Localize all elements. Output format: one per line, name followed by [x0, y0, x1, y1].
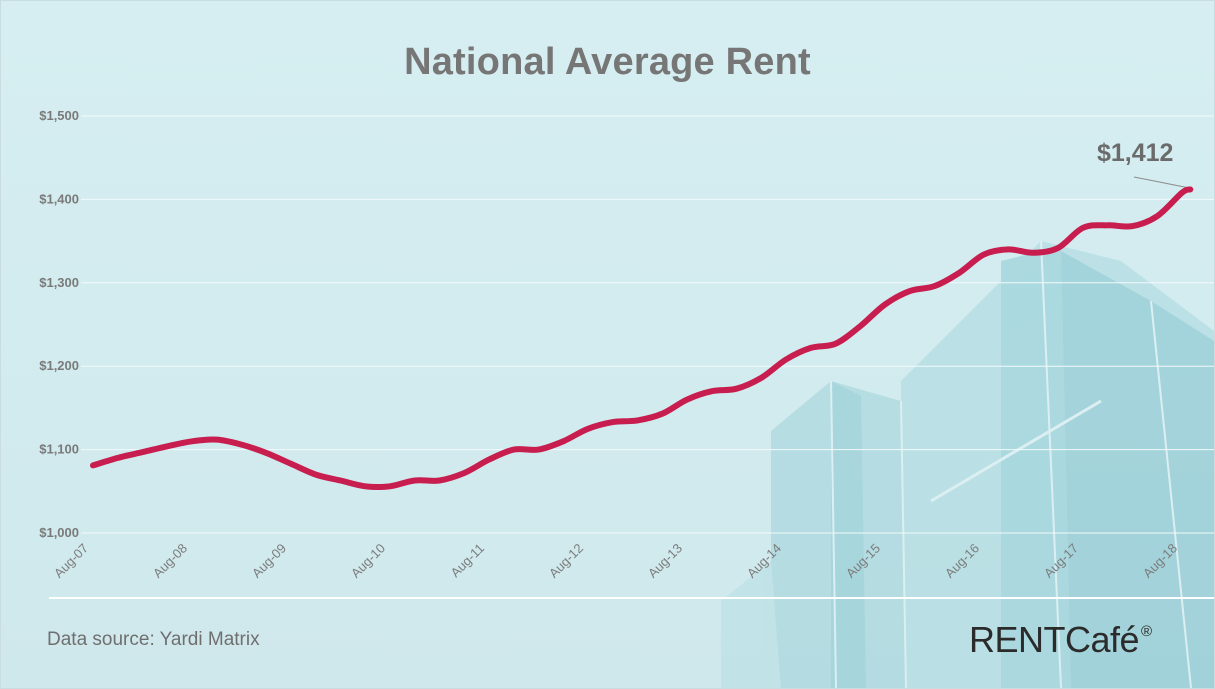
y-tick-label: $1,200: [39, 358, 79, 373]
x-tick-label: Aug-08: [150, 541, 190, 581]
annotation-leader-line: [1133, 176, 1187, 188]
x-tick-label: Aug-07: [51, 541, 91, 581]
y-tick-label: $1,000: [39, 525, 79, 540]
logo-text: RENTCafé: [969, 619, 1140, 660]
x-tick-label: Aug-11: [448, 541, 488, 581]
background-buildings: [721, 240, 1214, 688]
annotation-latest-value: $1,412: [1097, 139, 1174, 167]
chart-title: National Average Rent: [404, 41, 811, 83]
y-tick-label: $1,100: [39, 442, 79, 457]
y-tick-label: $1,300: [39, 275, 79, 290]
series-line-national-average-rent: [90, 186, 1194, 491]
x-tick-label: Aug-09: [249, 541, 289, 581]
x-tick-label: Aug-13: [645, 541, 685, 581]
gridlines: [81, 115, 1214, 534]
y-tick-label: $1,400: [39, 191, 79, 206]
data-source-note: Data source: Yardi Matrix: [47, 629, 260, 650]
logo-registered-mark: ®: [1141, 623, 1152, 640]
x-tick-label: Aug-10: [348, 541, 388, 581]
y-axis-ticks: $1,000 $1,100 $1,200 $1,300 $1,400 $1,500: [39, 108, 79, 540]
x-tick-label: Aug-12: [546, 541, 586, 581]
rentcafe-logo: RENTCafé ®: [969, 619, 1152, 661]
y-tick-label: $1,500: [39, 108, 79, 123]
